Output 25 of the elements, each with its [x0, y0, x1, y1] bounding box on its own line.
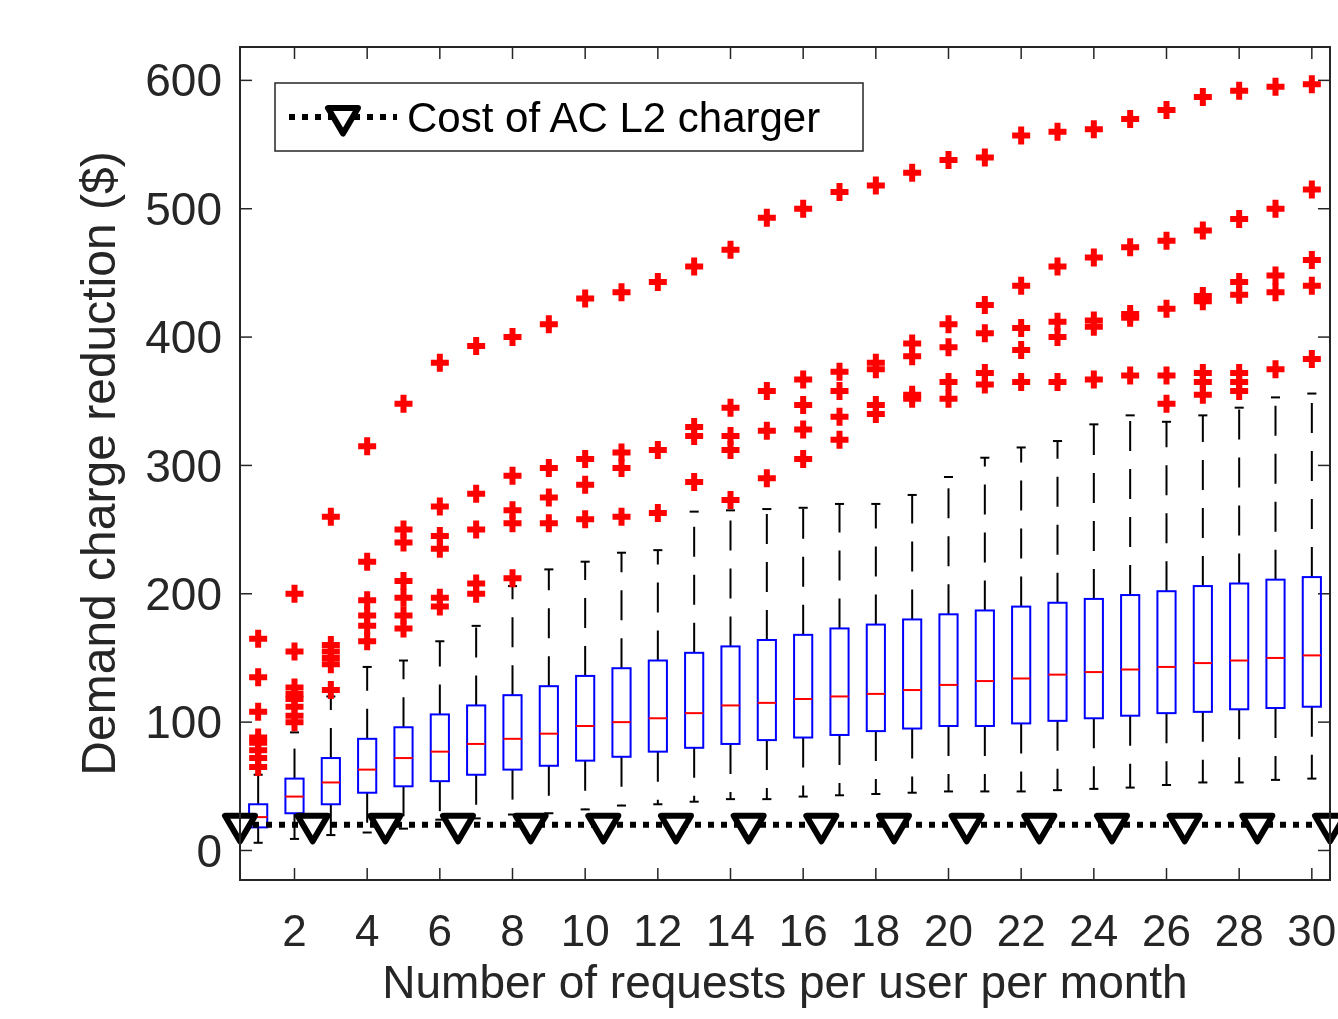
y-tick-label: 100 [145, 696, 222, 749]
x-tick-label: 28 [1214, 906, 1264, 955]
y-tick-label: 300 [145, 439, 222, 492]
y-axis-title: Demand charge reduction ($) [72, 151, 125, 776]
x-tick-label: 6 [427, 906, 453, 955]
x-tick-label: 30 [1287, 906, 1337, 955]
x-tick-label: 26 [1142, 906, 1191, 955]
y-tick-label: 400 [145, 311, 222, 364]
x-tick-label: 4 [354, 906, 380, 955]
x-tick-label: 16 [778, 906, 828, 955]
x-tick-label: 20 [924, 906, 973, 955]
x-tick-label: 10 [560, 906, 610, 955]
x-tick-label: 8 [500, 906, 525, 955]
legend-label: Cost of AC L2 charger [407, 93, 821, 141]
y-tick-label: 200 [145, 567, 222, 620]
x-tick-label: 12 [633, 906, 683, 955]
x-tick-label: 24 [1069, 906, 1119, 955]
x-tick-label: 22 [996, 906, 1046, 955]
x-tick-label: 18 [851, 906, 901, 955]
x-tick-label: 14 [706, 906, 755, 955]
x-tick-label: 2 [282, 906, 307, 955]
y-tick-label: 500 [145, 182, 222, 235]
y-tick-label: 0 [196, 824, 222, 877]
y-tick-label: 600 [145, 54, 222, 107]
x-axis-title: Number of requests per user per month [382, 956, 1188, 1008]
